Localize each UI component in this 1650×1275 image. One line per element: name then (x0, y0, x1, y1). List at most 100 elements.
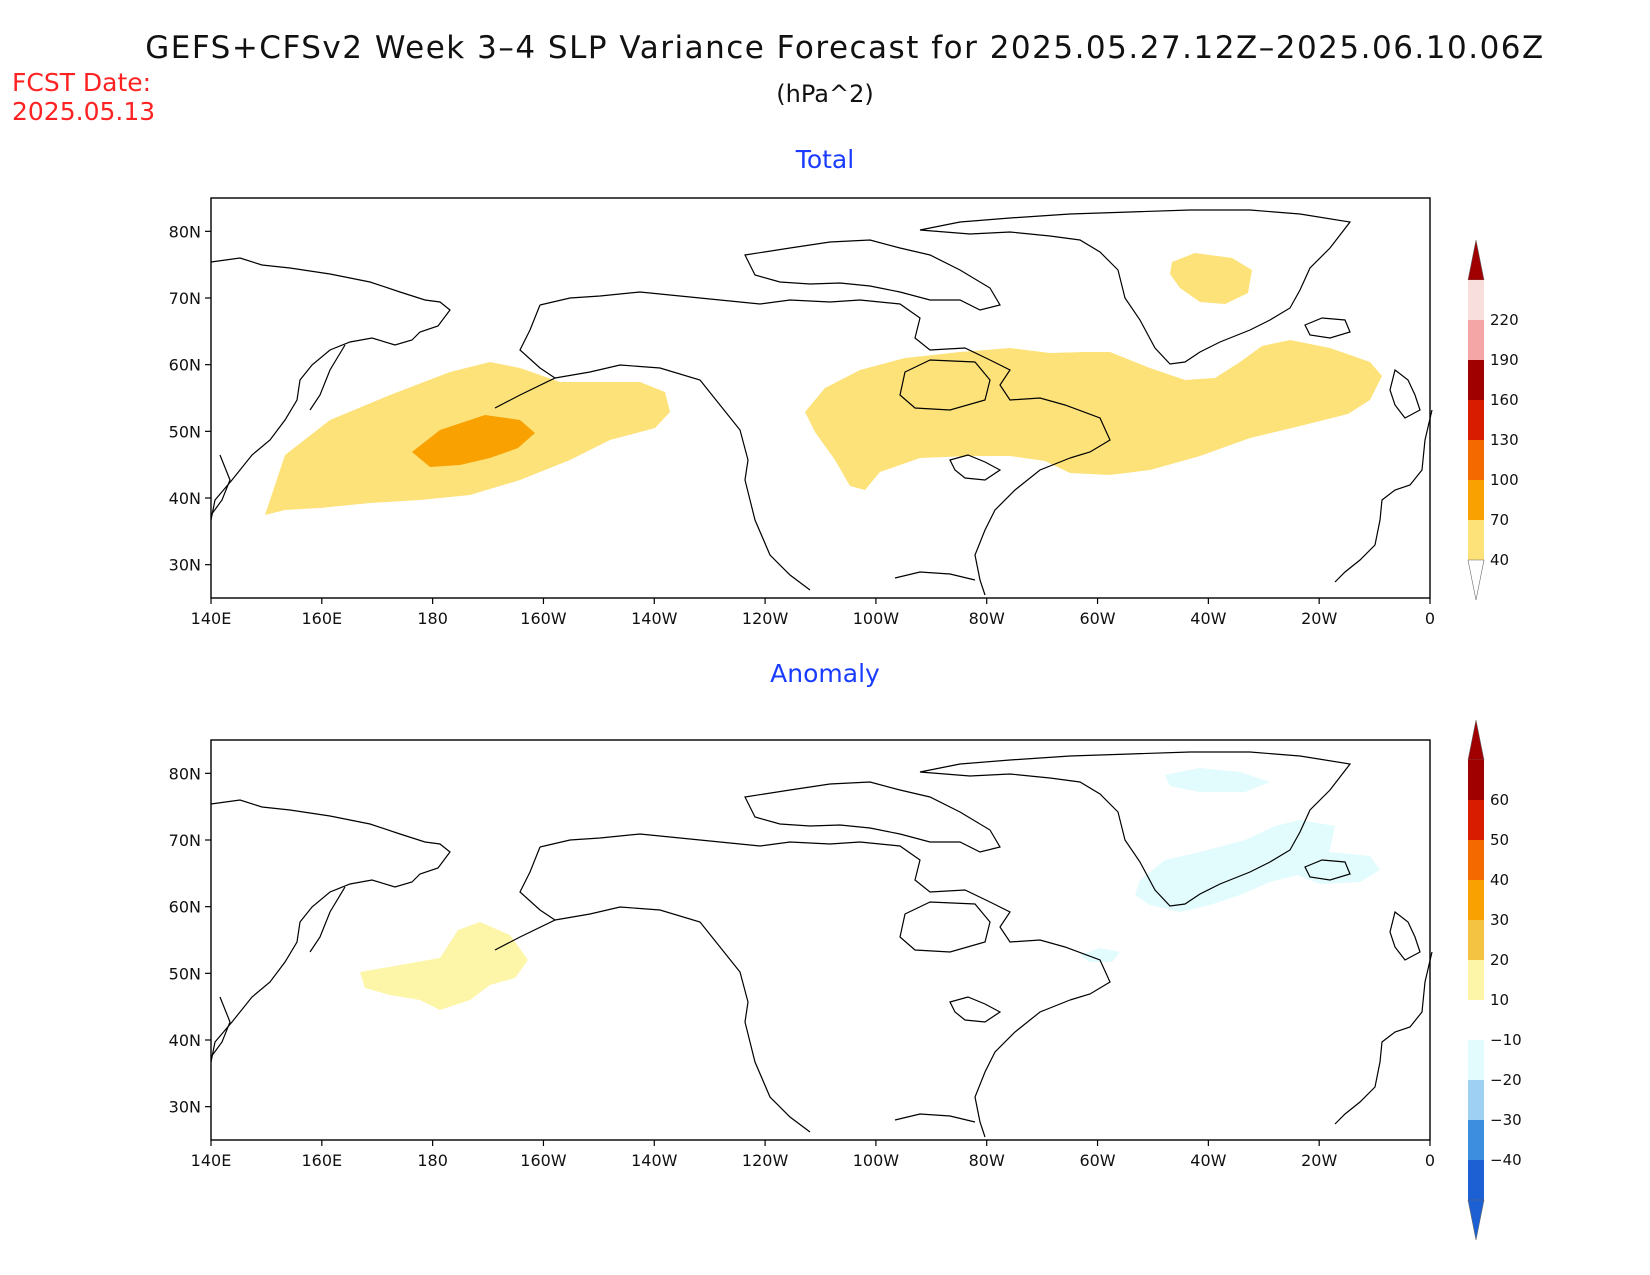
total-legend-level-label: 160 (1490, 391, 1519, 409)
greenland-anomaly-area-north (1165, 768, 1270, 792)
anomaly-legend-swatch (1468, 1040, 1484, 1080)
total-legend-level-label: 190 (1490, 351, 1519, 369)
anomaly-lat-tick-label: 70N (169, 831, 201, 850)
anomaly-legend-level-label: 10 (1490, 991, 1509, 1009)
total-legend-level-label: 130 (1490, 431, 1519, 449)
anomaly-map-frame (210, 739, 1431, 1141)
total-legend-swatch (1468, 320, 1484, 360)
anomaly-legend-swatch (1468, 800, 1484, 840)
arctic-islands (744, 781, 1001, 853)
total-lon-tick-label: 40W (1190, 609, 1226, 628)
iceland-coast (1304, 859, 1351, 881)
anomaly-lon-tick-label: 140W (631, 1151, 678, 1170)
anomaly-lon-tick-label: 60W (1079, 1151, 1115, 1170)
total-lon-tick-label: 160W (520, 609, 567, 628)
total-lat-tick-label: 30N (169, 556, 201, 575)
north-america-west-coast (554, 364, 811, 591)
anomaly-legend-level-label: 20 (1490, 951, 1509, 969)
total-legend-swatch (1468, 480, 1484, 520)
anomaly-legend-swatch (1468, 960, 1484, 1000)
total-legend-level-label: 40 (1490, 551, 1509, 569)
anomaly-lon-tick-label: 160E (301, 1151, 342, 1170)
anomaly-legend-level-label: 30 (1490, 911, 1509, 929)
asia-coast (210, 257, 451, 521)
anomaly-lat-tick-label: 30N (169, 1098, 201, 1117)
forecast-date-label: FCST Date: (12, 68, 152, 97)
total-lon-tick-label: 60W (1079, 609, 1115, 628)
total-legend-swatch (1468, 360, 1484, 400)
north-america-east-coast (974, 457, 1071, 596)
great-lakes (949, 996, 1002, 1023)
british-isles-coast (1389, 368, 1421, 419)
total-legend-level-label: 100 (1490, 471, 1519, 489)
alaska-west-coast (494, 304, 557, 409)
total-lon-tick-label: 120W (742, 609, 789, 628)
panel-title-anomaly: Anomaly (770, 659, 880, 688)
total-legend-level-label: 70 (1490, 511, 1509, 529)
anomaly-legend-swatch (1468, 920, 1484, 960)
kamchatka-coast (309, 344, 346, 411)
anomaly-legend-swatch (1468, 760, 1484, 800)
europe-coast (1334, 951, 1433, 1125)
panel-title-total: Total (795, 145, 855, 174)
anomaly-legend-level-label: 40 (1490, 871, 1509, 889)
total-lat-tick-label: 60N (169, 356, 201, 375)
total-legend-level-label: 220 (1490, 311, 1519, 329)
anomaly-legend-top-arrow (1467, 719, 1485, 761)
alaska-canada-coast (539, 833, 1111, 1001)
main-title: GEFS+CFSv2 Week 3–4 SLP Variance Forecas… (145, 30, 1545, 66)
total-legend-swatch (1468, 520, 1484, 560)
anomaly-lat-tick-label: 60N (169, 898, 201, 917)
anomaly-map-group (210, 751, 1433, 1138)
anomaly-legend-level-label: −40 (1490, 1151, 1522, 1169)
anomaly-lon-tick-label: 80W (969, 1151, 1005, 1170)
alaska-canada-coast (539, 291, 1111, 459)
anomaly-lat-tick-label: 80N (169, 764, 201, 783)
total-lon-tick-label: 180 (417, 609, 448, 628)
north-america-east-coast (974, 999, 1071, 1138)
forecast-date-value: 2025.05.13 (12, 97, 156, 126)
total-legend-swatch (1468, 400, 1484, 440)
total-lat-tick-label: 50N (169, 422, 201, 441)
british-isles-coast (1389, 910, 1421, 961)
total-legend-swatch (1468, 440, 1484, 480)
total-coastlines (210, 209, 1433, 596)
anomaly-lon-tick-label: 140E (191, 1151, 232, 1170)
pacific-anomaly-area (360, 922, 528, 1010)
europe-coast (1334, 409, 1433, 583)
anomaly-legend-bottom-arrow (1467, 1199, 1485, 1241)
alaska-west-coast (494, 846, 557, 951)
total-lon-tick-label: 20W (1301, 609, 1337, 628)
hudson-bay (899, 901, 991, 953)
greenland-anomaly-area-south (1135, 820, 1335, 912)
anomaly-legend-swatch (1468, 880, 1484, 920)
total-lon-tick-label: 160E (301, 609, 342, 628)
total-lon-tick-label: 100W (853, 609, 900, 628)
anomaly-legend-swatch (1468, 1120, 1484, 1160)
anomaly-lon-tick-label: 180 (417, 1151, 448, 1170)
anomaly-lon-tick-label: 0 (1425, 1151, 1435, 1170)
anomaly-legend-level-label: −30 (1490, 1111, 1522, 1129)
anomaly-lon-tick-label: 40W (1190, 1151, 1226, 1170)
anomaly-legend-swatch (1468, 1080, 1484, 1120)
anomaly-legend-level-label: 60 (1490, 791, 1509, 809)
north-america-west-coast (554, 906, 811, 1133)
anomaly-legend-level-label: 50 (1490, 831, 1509, 849)
total-lon-tick-label: 0 (1425, 609, 1435, 628)
anomaly-lon-tick-label: 100W (853, 1151, 900, 1170)
japan-coast (210, 996, 231, 1058)
total-legend-bottom-arrow (1467, 559, 1485, 601)
kamchatka-coast (309, 886, 346, 953)
anomaly-legend-swatch (1468, 840, 1484, 880)
total-lon-tick-label: 80W (969, 609, 1005, 628)
japan-coast (210, 454, 231, 516)
forecast-date-block: FCST Date: 2025.05.13 (12, 68, 155, 126)
anomaly-lon-tick-label: 20W (1301, 1151, 1337, 1170)
total-lon-tick-label: 140W (631, 609, 678, 628)
hudson-bay (899, 359, 991, 411)
total-map-frame (210, 197, 1431, 599)
anomaly-coastlines (210, 751, 1433, 1138)
anomaly-legend-level-label: −10 (1490, 1031, 1522, 1049)
gulf-coast (894, 1113, 976, 1123)
